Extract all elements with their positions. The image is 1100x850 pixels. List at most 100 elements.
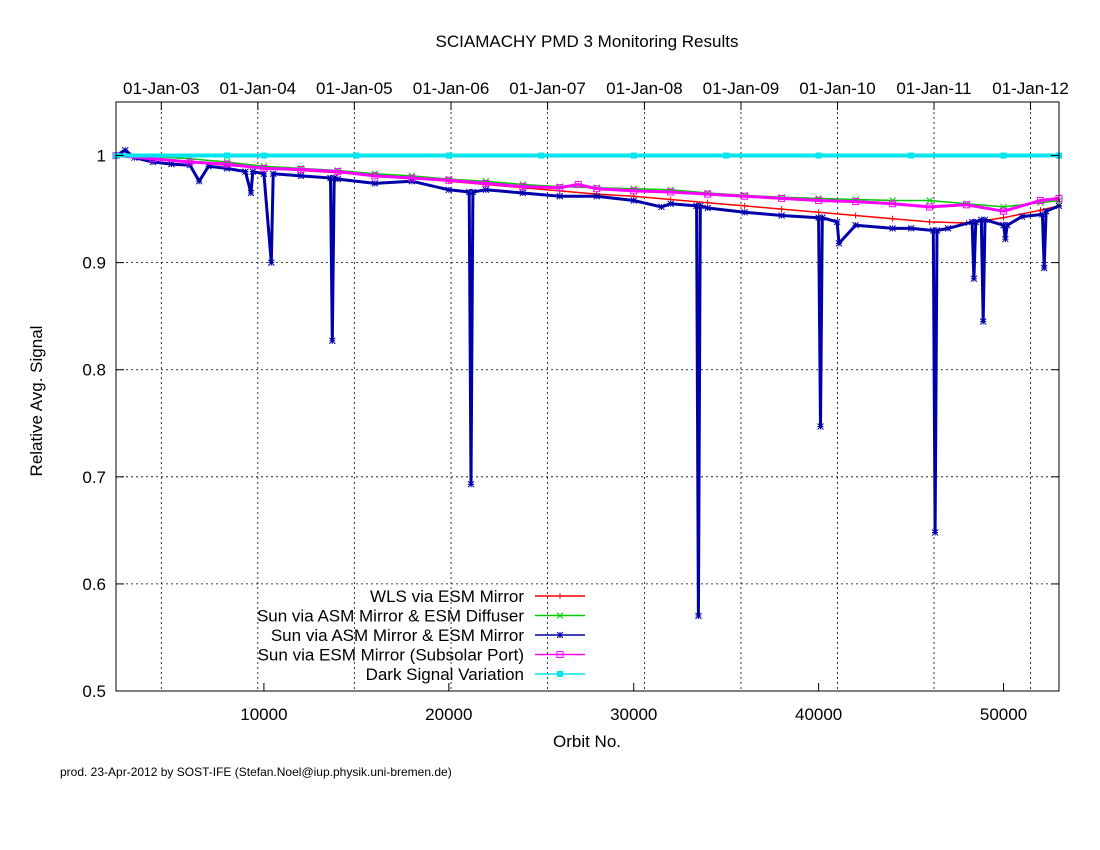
data-point (467, 480, 475, 488)
legend-label: Sun via ASM Mirror & ESM Diffuser (257, 607, 524, 626)
top-tick-label: 01-Jan-09 (703, 79, 780, 98)
data-point (852, 221, 859, 229)
data-point (667, 200, 675, 208)
data-point (889, 200, 897, 208)
legend-label: Sun via ASM Mirror & ESM Mirror (271, 626, 524, 645)
data-point (334, 168, 342, 176)
legend-label: WLS via ESM Mirror (370, 587, 524, 606)
data-point (260, 164, 268, 172)
data-point (1042, 207, 1050, 215)
data-point (704, 199, 711, 206)
data-point (979, 318, 987, 325)
data-point (926, 218, 933, 225)
series-4 (113, 152, 1062, 159)
series-1 (112, 152, 1063, 211)
x-tick-label: 20000 (425, 705, 472, 724)
data-point (249, 168, 257, 175)
top-tick-label: 01-Jan-04 (220, 79, 297, 98)
data-point (835, 240, 843, 247)
top-tick-label: 01-Jan-05 (316, 79, 393, 98)
legend-marker (556, 651, 564, 658)
series-0 (113, 152, 1062, 227)
series-3 (112, 152, 1063, 215)
data-point (741, 208, 749, 216)
data-point (168, 160, 175, 168)
plot-frame (115, 101, 1060, 692)
legend-marker (557, 671, 563, 677)
data-point (247, 189, 255, 197)
data-point (260, 152, 267, 159)
legend-label: Sun via ESM Mirror (Subsolar Port) (258, 646, 524, 665)
data-point (121, 146, 129, 154)
top-tick-label: 01-Jan-06 (413, 79, 490, 98)
series-line (115, 154, 1060, 213)
data-point (889, 215, 896, 222)
data-point (330, 174, 338, 182)
data-point (186, 158, 194, 166)
data-point (972, 218, 980, 226)
data-point (667, 188, 675, 196)
x-axis-label: Orbit No. (553, 732, 621, 751)
data-point (267, 259, 275, 266)
data-point (741, 202, 748, 209)
data-point (695, 612, 702, 620)
data-point (538, 152, 545, 159)
data-point (1002, 235, 1009, 243)
data-point (944, 225, 952, 232)
data-point (593, 185, 601, 193)
data-point (981, 216, 989, 224)
data-point (926, 197, 933, 204)
chart-title: SCIAMACHY PMD 3 Monitoring Results (436, 32, 739, 51)
x-tick-label: 30000 (610, 705, 657, 724)
data-point (1000, 203, 1007, 211)
data-point (445, 176, 453, 184)
top-tick-label: 01-Jan-07 (509, 79, 586, 98)
legend-label: Dark Signal Variation (366, 665, 524, 684)
data-point (778, 206, 785, 213)
data-point (465, 188, 473, 196)
data-point (195, 177, 203, 185)
data-point (704, 204, 712, 212)
data-point (815, 152, 822, 159)
data-point (1003, 221, 1011, 229)
data-point (778, 194, 786, 202)
data-point (931, 529, 939, 536)
data-point (1040, 264, 1048, 272)
data-point (371, 172, 379, 180)
data-point (593, 192, 601, 200)
x-tick-label: 40000 (795, 705, 842, 724)
data-point (408, 174, 416, 182)
series-lines (112, 146, 1063, 620)
top-tick-label: 01-Jan-03 (123, 79, 200, 98)
legend-marker (557, 593, 563, 599)
legend-marker (556, 612, 564, 619)
data-point (933, 227, 941, 234)
data-point (269, 170, 277, 178)
data-point (778, 212, 786, 219)
data-point (926, 203, 934, 211)
data-point (723, 152, 730, 159)
x-tick-label: 10000 (240, 705, 287, 724)
data-point (223, 160, 231, 168)
data-point (519, 183, 527, 191)
data-point (970, 275, 978, 283)
top-tick-label: 01-Jan-10 (799, 79, 876, 98)
y-tick-label: 1 (97, 147, 106, 166)
data-point (205, 162, 212, 170)
x-tick-label: 50000 (980, 705, 1027, 724)
data-point (1039, 211, 1046, 218)
legend-marker (556, 631, 564, 639)
data-point (704, 190, 712, 198)
data-point (1000, 214, 1007, 221)
data-point (630, 187, 638, 195)
data-point (297, 165, 305, 173)
y-tick-label: 0.6 (82, 575, 106, 594)
y-axis-label: Relative Avg. Signal (27, 326, 46, 477)
series-2 (112, 146, 1063, 620)
top-tick-label: 01-Jan-11 (896, 79, 971, 98)
data-point (815, 214, 822, 222)
data-point (889, 225, 896, 232)
data-point (907, 225, 915, 232)
